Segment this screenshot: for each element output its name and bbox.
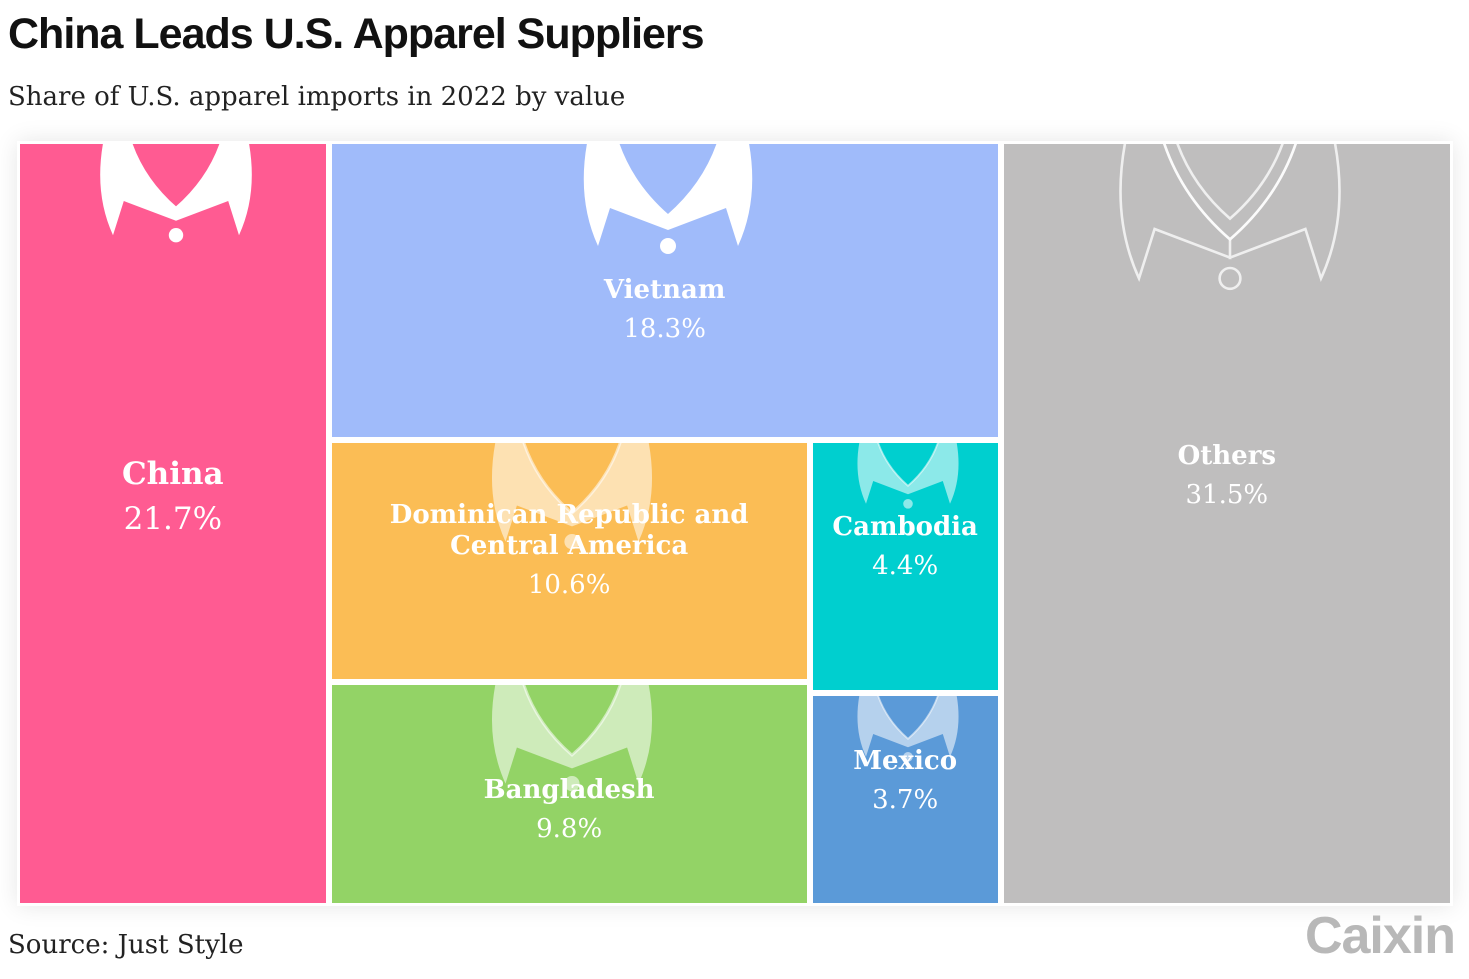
- tile-name: Bangladesh: [483, 774, 655, 805]
- tile-label: Cambodia 4.4%: [813, 512, 998, 582]
- tile-value: 21.7%: [123, 501, 223, 538]
- brand-logo: Caixin: [1304, 907, 1456, 965]
- treemap-tile-bangladesh: Bangladesh 9.8%: [328, 682, 810, 906]
- collar-icon: [583, 144, 752, 254]
- collar-icon: [492, 443, 653, 550]
- treemap: China 21.7% Vietnam 18.3% Dominican Republic…: [17, 141, 1453, 906]
- source-note: Source: Just Style: [8, 930, 244, 960]
- tile-value: 18.3%: [623, 313, 706, 344]
- tile-label: Others 31.5%: [1004, 441, 1450, 511]
- collar-icon: [1119, 144, 1341, 291]
- treemap-tile-cambodia: Cambodia 4.4%: [809, 440, 1001, 694]
- tile-label: China 21.7%: [20, 456, 326, 538]
- tile-name: Vietnam: [603, 274, 726, 305]
- collar-icon: [492, 685, 653, 792]
- tile-value: 9.8%: [536, 814, 603, 845]
- tile-label: Mexico 3.7%: [813, 746, 998, 816]
- tile-label: Bangladesh 9.8%: [332, 775, 807, 845]
- treemap-tile-vietnam: Vietnam 18.3%: [328, 141, 1001, 441]
- tile-value: 10.6%: [527, 570, 611, 601]
- tile-value: 3.7%: [872, 784, 939, 815]
- treemap-tile-china: China 21.7%: [17, 141, 329, 906]
- collar-icon: [857, 696, 959, 762]
- chart-subtitle: Share of U.S. apparel imports in 2022 by…: [8, 82, 626, 112]
- tile-name: Mexico: [853, 745, 958, 776]
- treemap-tile-mexico: Mexico 3.7%: [809, 693, 1001, 906]
- tile-value: 4.4%: [872, 551, 939, 582]
- tile-value: 31.5%: [1185, 479, 1269, 510]
- chart-title: China Leads U.S. Apparel Suppliers: [8, 10, 705, 58]
- treemap-tile-others: Others 31.5%: [1000, 141, 1453, 906]
- tile-label: Vietnam 18.3%: [332, 275, 998, 345]
- tile-name: Others: [1177, 440, 1277, 471]
- tile-label: Dominican Republic and Central America 10…: [332, 500, 807, 602]
- treemap-tile-dominican-republic-and-central-america: Dominican Republic and Central America 10…: [328, 440, 810, 683]
- collar-icon: [99, 144, 252, 243]
- collar-icon: [857, 443, 959, 509]
- tile-name: Dominican Republic and Central America: [389, 499, 749, 562]
- tile-name: China: [121, 455, 224, 492]
- tile-name: Cambodia: [832, 511, 978, 542]
